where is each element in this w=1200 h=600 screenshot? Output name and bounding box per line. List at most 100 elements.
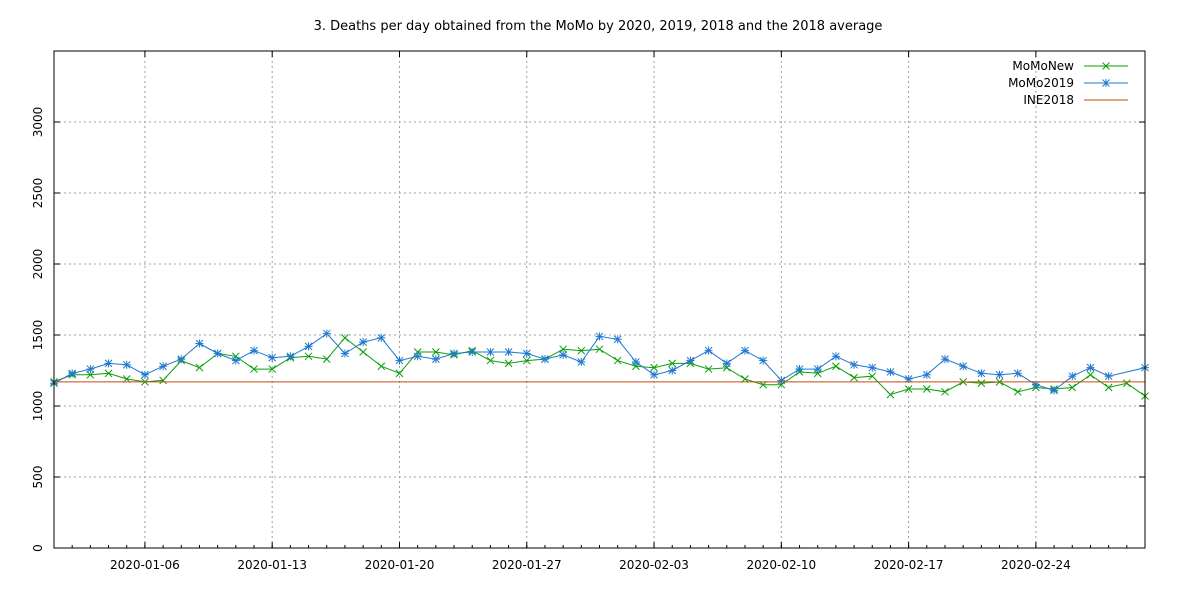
series-momonew <box>50 333 1149 400</box>
data-point <box>1068 372 1077 381</box>
legend-label-momo2019: MoMo2019 <box>1008 76 1074 90</box>
data-point <box>395 369 404 378</box>
x-tick-label: 2020-02-24 <box>1001 558 1071 572</box>
series-line-momo2019 <box>53 332 1146 391</box>
data-point <box>486 356 495 365</box>
series-momo2019 <box>50 329 1149 395</box>
data-point <box>577 357 586 366</box>
y-tick-label: 2500 <box>31 178 45 209</box>
x-tick-label: 2020-01-27 <box>492 558 562 572</box>
plot-area-frame <box>53 50 1146 549</box>
data-point <box>922 370 931 379</box>
chart-title: 3. Deaths per day obtained from the MoMo… <box>314 19 883 34</box>
data-point <box>631 357 640 366</box>
data-point <box>813 365 822 374</box>
data-point <box>450 349 459 358</box>
data-point <box>613 356 622 365</box>
data-point <box>922 385 931 393</box>
data-point <box>522 349 531 358</box>
data-point <box>540 355 549 364</box>
y-tick-label: 3000 <box>31 107 45 138</box>
data-point <box>777 376 786 385</box>
data-point <box>86 370 95 379</box>
x-tick-label: 2020-02-03 <box>619 558 689 572</box>
x-tick-label: 2020-01-20 <box>365 558 435 572</box>
x-tick-label: 2020-01-06 <box>110 558 180 572</box>
series-line-momonew <box>53 337 1146 397</box>
data-point <box>831 352 840 361</box>
data-point <box>504 348 513 357</box>
data-point <box>1013 387 1022 396</box>
data-point <box>359 348 367 356</box>
data-point <box>395 356 404 365</box>
data-point <box>377 362 386 371</box>
data-point <box>850 360 859 369</box>
data-point <box>431 355 440 364</box>
data-point <box>1104 372 1113 381</box>
data-point <box>832 362 840 371</box>
legend-label-ine2018: INE2018 <box>1023 93 1074 107</box>
data-point <box>740 346 749 355</box>
y-tick-label: 0 <box>31 544 45 552</box>
data-point <box>159 376 167 385</box>
y-tick-label: 1500 <box>31 320 45 351</box>
data-point <box>941 387 949 396</box>
data-point <box>795 365 804 374</box>
data-point <box>341 333 349 342</box>
data-point <box>850 373 858 382</box>
data-point <box>268 365 277 373</box>
data-point <box>759 356 768 365</box>
grid <box>54 51 1145 548</box>
legend-marker <box>1102 62 1110 70</box>
data-point <box>559 345 567 354</box>
data-point <box>940 355 949 364</box>
data-point <box>195 363 204 372</box>
data-point <box>522 356 531 365</box>
legend-label-momonew: MoMoNew <box>1012 59 1074 73</box>
data-point <box>268 353 277 362</box>
data-point <box>322 355 331 363</box>
data-point <box>104 359 113 368</box>
y-tick-label: 2000 <box>31 249 45 280</box>
data-point <box>959 362 968 371</box>
data-point <box>868 372 877 381</box>
data-point <box>722 359 731 368</box>
data-point <box>486 348 495 357</box>
data-point <box>340 349 349 358</box>
data-point <box>104 369 113 378</box>
data-point <box>68 369 77 378</box>
legend-marker <box>1102 79 1110 87</box>
x-tick-label: 2020-01-13 <box>237 558 307 572</box>
data-point <box>704 365 713 373</box>
data-point <box>1068 383 1077 392</box>
data-point <box>1104 383 1113 392</box>
data-point <box>977 379 986 388</box>
data-point <box>304 352 313 361</box>
data-point <box>177 355 186 364</box>
data-point <box>413 352 422 361</box>
series-layer <box>50 329 1149 400</box>
axis-ticks: 0 500 1000 1500 2000 2500 3000 2020-01-06 2020-0… <box>31 51 1145 572</box>
data-point <box>122 375 131 383</box>
data-point <box>86 365 95 374</box>
data-point <box>250 346 259 355</box>
legend: MoMoNew MoMo2019 INE2018 <box>1008 59 1128 107</box>
data-point <box>504 359 513 368</box>
data-point <box>668 366 677 375</box>
data-point <box>559 350 568 359</box>
data-point <box>286 352 295 361</box>
data-point <box>377 333 386 342</box>
data-point <box>1122 379 1131 388</box>
data-point <box>595 345 604 354</box>
data-point <box>668 359 677 368</box>
data-point <box>650 363 658 372</box>
data-point <box>1086 363 1095 372</box>
data-point <box>1013 369 1022 378</box>
x-tick-label: 2020-02-17 <box>874 558 944 572</box>
data-point <box>741 375 749 383</box>
data-point <box>704 346 713 355</box>
data-point <box>359 338 368 347</box>
data-point <box>977 369 986 378</box>
data-point <box>577 346 586 355</box>
